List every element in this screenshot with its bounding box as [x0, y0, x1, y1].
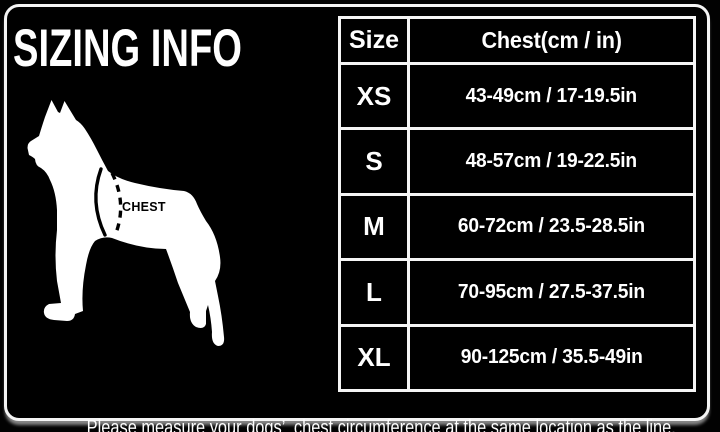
size-header-label: Size — [348, 26, 400, 54]
dog-measurement-diagram: CHEST — [25, 90, 240, 352]
chest-label: CHEST — [122, 200, 166, 214]
chest-header-label: Chest(cm / in) — [481, 27, 622, 53]
page-title: SIZING INFO — [13, 19, 242, 78]
table-header-chest: Chest(cm / in) — [410, 19, 693, 62]
table-row-xl-chest: 90-125cm / 35.5-49in — [410, 326, 693, 389]
measurement-instruction: Please measure your dogs’ chest circumfe… — [0, 394, 720, 432]
table-header-size: Size — [341, 19, 407, 62]
table-row-xs-chest: 43-49cm / 17-19.5in — [410, 65, 693, 128]
table-row-l-chest: 70-95cm / 27.5-37.5in — [410, 261, 693, 324]
measurement-instruction-text: Please measure your dogs’ chest circumfe… — [86, 417, 677, 432]
table-row-s-chest: 48-57cm / 19-22.5in — [410, 130, 693, 193]
dog-silhouette — [27, 100, 225, 346]
table-row-xl-size: XL — [341, 326, 407, 389]
table-row-m-chest: 60-72cm / 23.5-28.5in — [410, 195, 693, 259]
table-row-m-size: M — [341, 195, 407, 259]
sizing-table: Size Chest(cm / in) XS 43-49cm / 17-19.5… — [338, 16, 696, 392]
table-row-l-size: L — [341, 261, 407, 324]
table-row-xs-size: XS — [341, 65, 407, 128]
table-row-s-size: S — [341, 130, 407, 193]
dog-silhouette-icon: CHEST — [27, 100, 225, 346]
chest-measurement-line-solid — [94, 167, 107, 237]
chest-measurement-line-dashed — [110, 172, 123, 234]
